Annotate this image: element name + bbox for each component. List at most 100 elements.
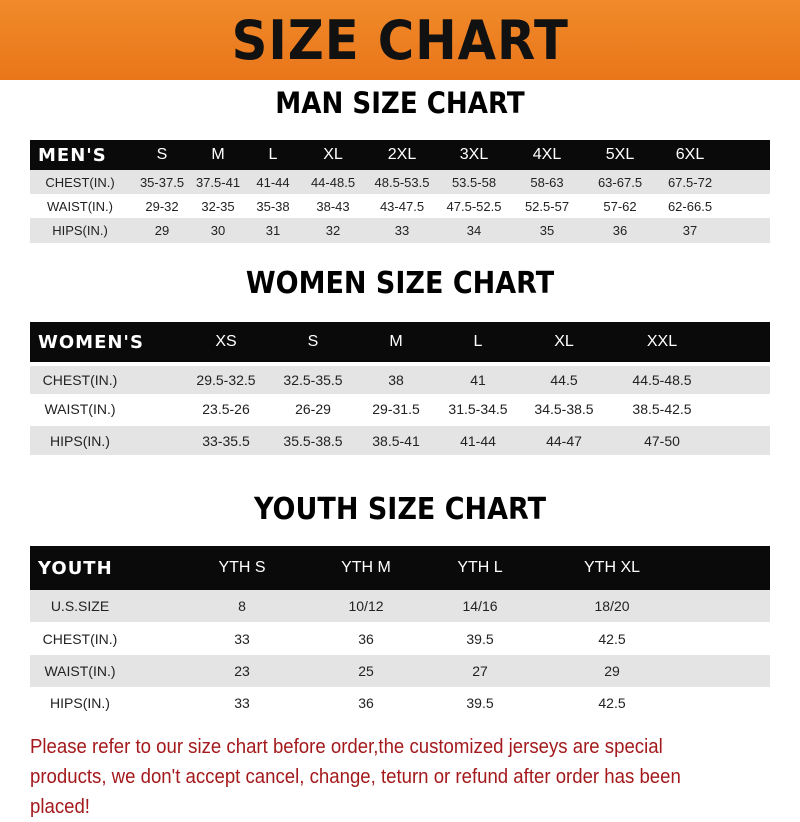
youth-header-row: YOUTH YTH S YTH M YTH L YTH XL (30, 546, 770, 590)
row-label: WAIST(IN.) (44, 400, 116, 417)
table-cell: 34.5-38.5 (534, 400, 594, 417)
table-cell: 31 (265, 223, 281, 238)
table-cell: 67.5-72 (667, 174, 713, 190)
row-label: HIPS(IN.) (50, 432, 110, 449)
table-cell: 42.5 (598, 630, 626, 647)
table-cell: 44.5-48.5 (632, 372, 692, 388)
size-header-cell: S (307, 333, 319, 350)
table-row: HIPS(IN.) 33 36 39.5 42.5 (30, 687, 770, 718)
table-cell: 34 (466, 223, 482, 238)
table-row: HIPS(IN.) 29 30 31 32 33 34 35 36 37 (30, 218, 770, 243)
table-row: WAIST(IN.) 29-32 32-35 35-38 38-43 43-47.5 47.… (30, 194, 770, 218)
table-cell: 41-44 (460, 432, 496, 449)
table-cell: 33 (234, 694, 250, 711)
table-cell: 35-38 (256, 198, 290, 214)
table-cell: 52.5-57 (524, 198, 570, 214)
row-label: HIPS(IN.) (52, 223, 108, 238)
table-cell: 23.5-26 (202, 400, 250, 417)
table-row: U.S.SIZE 8 10/12 14/16 18/20 (30, 590, 770, 622)
table-cell: 32 (325, 223, 341, 238)
table-cell: 35-37.5 (139, 174, 185, 190)
men-section-title: MAN SIZE CHART (275, 86, 525, 120)
youth-section-title: YOUTH SIZE CHART (253, 492, 547, 527)
row-label: WAIST(IN.) (44, 663, 116, 679)
table-cell: 36 (358, 630, 374, 647)
size-header-cell: 5XL (605, 146, 635, 163)
table-cell: 38.5-42.5 (632, 400, 692, 417)
table-cell: 32-35 (201, 198, 235, 214)
table-cell: 41-44 (256, 174, 290, 190)
size-header-cell: YTH M (341, 559, 391, 576)
size-header-cell: YTH XL (583, 559, 641, 576)
table-cell: 41 (470, 372, 486, 388)
table-cell: 39.5 (466, 630, 494, 647)
table-row: HIPS(IN.) 33-35.5 35.5-38.5 38.5-41 41-44 44-… (30, 426, 770, 455)
table-cell: 38 (388, 372, 404, 388)
table-cell: 44-47 (546, 432, 582, 449)
table-cell: 29-31.5 (372, 400, 420, 417)
table-cell: 38.5-41 (372, 432, 420, 449)
table-cell: 26-29 (295, 400, 331, 417)
table-cell: 23 (234, 663, 250, 679)
table-cell: 43-47.5 (379, 198, 425, 214)
table-cell: 33-35.5 (202, 432, 250, 449)
table-cell: 58-63 (530, 174, 564, 190)
table-cell: 33 (234, 630, 250, 647)
table-row: CHEST(IN.) 33 36 39.5 42.5 (30, 622, 770, 655)
table-cell: 37 (682, 223, 698, 238)
order-notice: Please refer to our size chart before or… (30, 736, 681, 818)
table-cell: 47-50 (644, 432, 680, 449)
size-header-cell: XS (215, 333, 237, 350)
size-header-cell: YTH L (457, 559, 503, 576)
table-cell: 8 (238, 598, 246, 614)
table-cell: 33 (394, 223, 410, 238)
row-label: WAIST(IN.) (47, 198, 113, 214)
banner-title: SIZE CHART (231, 8, 569, 72)
table-cell: 18/20 (594, 598, 630, 614)
table-cell: 31.5-34.5 (448, 400, 508, 417)
table-cell: 30 (210, 223, 226, 238)
size-chart-banner: SIZE CHART (0, 0, 800, 80)
table-cell: 44.5 (550, 372, 578, 388)
table-cell: 63-67.5 (597, 174, 643, 190)
row-label: CHEST(IN.) (42, 630, 118, 647)
table-cell: 35.5-38.5 (283, 432, 343, 449)
table-cell: 35 (539, 223, 555, 238)
table-cell: 53.5-58 (451, 174, 497, 190)
row-label: CHEST(IN.) (42, 372, 118, 388)
table-cell: 29-32 (145, 198, 179, 214)
row-label: CHEST(IN.) (45, 174, 115, 190)
table-cell: 47.5-52.5 (446, 198, 502, 214)
table-title-cell: YOUTH (38, 557, 113, 579)
table-row: WAIST(IN.) 23.5-26 26-29 29-31.5 31.5-34.5 34… (30, 394, 770, 423)
size-header-cell: XL (323, 146, 343, 163)
size-header-cell: XXL (646, 333, 678, 350)
table-row: CHEST(IN.) 29.5-32.5 32.5-35.5 38 41 44.5 44.5… (30, 366, 770, 394)
table-cell: 44-48.5 (310, 174, 356, 190)
women-section-title: WOMEN SIZE CHART (245, 266, 555, 301)
table-cell: 37.5-41 (195, 174, 241, 190)
size-header-cell: 3XL (459, 146, 489, 163)
row-label: U.S.SIZE (50, 598, 110, 614)
size-header-cell: M (211, 146, 225, 163)
table-row: CHEST(IN.) 35-37.5 37.5-41 41-44 44-48.5 48.5… (30, 170, 770, 194)
size-header-cell: 6XL (675, 146, 705, 163)
table-cell: 36 (612, 223, 628, 238)
table-cell: 10/12 (348, 598, 384, 614)
size-header-cell: M (389, 333, 403, 350)
table-cell: 25 (358, 663, 374, 679)
size-header-cell: YTH S (218, 559, 266, 576)
table-cell: 57-62 (603, 198, 637, 214)
table-cell: 32.5-35.5 (283, 372, 343, 388)
size-header-cell: L (473, 333, 483, 350)
table-cell: 27 (472, 663, 488, 679)
table-row: WAIST(IN.) 23 25 27 29 (30, 655, 770, 687)
size-header-cell: 4XL (532, 146, 562, 163)
table-cell: 42.5 (598, 694, 626, 711)
table-cell: 29 (604, 663, 620, 679)
table-cell: 36 (358, 694, 374, 711)
table-cell: 29 (154, 223, 170, 238)
table-title-cell: WOMEN'S (38, 331, 144, 353)
table-cell: 39.5 (466, 694, 494, 711)
table-cell: 29.5-32.5 (196, 372, 256, 388)
